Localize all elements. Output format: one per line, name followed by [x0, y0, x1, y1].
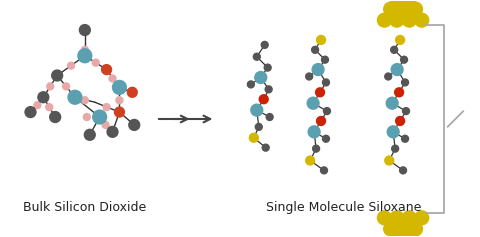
Circle shape: [391, 64, 403, 76]
Circle shape: [115, 107, 124, 117]
Circle shape: [390, 233, 404, 237]
Circle shape: [312, 145, 320, 152]
Circle shape: [261, 41, 268, 48]
Circle shape: [62, 83, 70, 90]
Circle shape: [253, 53, 260, 60]
Circle shape: [84, 129, 95, 140]
Circle shape: [323, 135, 329, 142]
Circle shape: [92, 59, 99, 66]
Circle shape: [322, 56, 328, 63]
Circle shape: [408, 222, 422, 236]
Circle shape: [50, 112, 60, 123]
Circle shape: [390, 13, 404, 27]
Circle shape: [308, 126, 320, 138]
Circle shape: [324, 108, 330, 114]
Circle shape: [307, 97, 319, 109]
Circle shape: [255, 72, 267, 83]
Circle shape: [323, 79, 329, 86]
Circle shape: [93, 110, 107, 124]
Circle shape: [401, 56, 408, 63]
Circle shape: [402, 135, 408, 142]
Text: Bulk Silicon Dioxide: Bulk Silicon Dioxide: [23, 201, 146, 214]
Circle shape: [103, 104, 110, 111]
Circle shape: [391, 46, 397, 53]
Circle shape: [25, 107, 36, 118]
Circle shape: [387, 126, 399, 138]
Text: Single Molecule Siloxane: Single Molecule Siloxane: [266, 201, 421, 214]
Circle shape: [384, 2, 397, 16]
Circle shape: [402, 0, 416, 5]
Circle shape: [415, 13, 429, 27]
Circle shape: [68, 90, 82, 104]
Circle shape: [402, 233, 416, 237]
Circle shape: [415, 211, 429, 225]
Circle shape: [377, 13, 391, 27]
Circle shape: [396, 117, 405, 125]
Circle shape: [68, 62, 74, 69]
Circle shape: [386, 97, 398, 109]
Circle shape: [129, 119, 140, 130]
Circle shape: [402, 13, 416, 27]
Circle shape: [250, 133, 258, 142]
Circle shape: [262, 144, 269, 151]
Circle shape: [316, 88, 324, 97]
Circle shape: [390, 211, 404, 225]
Circle shape: [317, 36, 325, 44]
Circle shape: [395, 88, 404, 97]
Circle shape: [102, 122, 109, 128]
Circle shape: [264, 64, 271, 71]
Circle shape: [390, 0, 404, 5]
Circle shape: [396, 2, 410, 16]
Circle shape: [259, 95, 268, 104]
Circle shape: [109, 75, 116, 82]
Circle shape: [385, 156, 394, 165]
Circle shape: [402, 211, 416, 225]
Circle shape: [266, 114, 273, 120]
Circle shape: [102, 65, 111, 74]
Circle shape: [82, 46, 88, 53]
Circle shape: [255, 123, 262, 130]
Circle shape: [400, 167, 407, 174]
Circle shape: [79, 25, 90, 36]
Circle shape: [247, 81, 254, 88]
Circle shape: [385, 73, 392, 80]
Circle shape: [402, 79, 408, 86]
Circle shape: [392, 145, 398, 152]
Circle shape: [47, 83, 54, 90]
Circle shape: [78, 49, 92, 63]
Circle shape: [312, 46, 319, 53]
Circle shape: [321, 167, 327, 174]
Circle shape: [396, 36, 405, 44]
Circle shape: [84, 114, 90, 120]
Circle shape: [403, 108, 409, 114]
Circle shape: [38, 92, 49, 103]
Circle shape: [265, 86, 272, 93]
Circle shape: [306, 73, 312, 80]
Circle shape: [384, 222, 397, 236]
Circle shape: [408, 2, 422, 16]
Circle shape: [52, 70, 62, 81]
Circle shape: [306, 156, 314, 165]
Circle shape: [251, 104, 263, 116]
Circle shape: [396, 222, 410, 236]
Circle shape: [82, 97, 88, 104]
Circle shape: [377, 211, 391, 225]
Circle shape: [312, 64, 324, 76]
Circle shape: [46, 104, 53, 111]
Circle shape: [116, 97, 123, 104]
Circle shape: [34, 102, 41, 109]
Circle shape: [112, 80, 126, 94]
Circle shape: [107, 126, 118, 137]
Circle shape: [317, 117, 325, 125]
Circle shape: [127, 87, 137, 97]
